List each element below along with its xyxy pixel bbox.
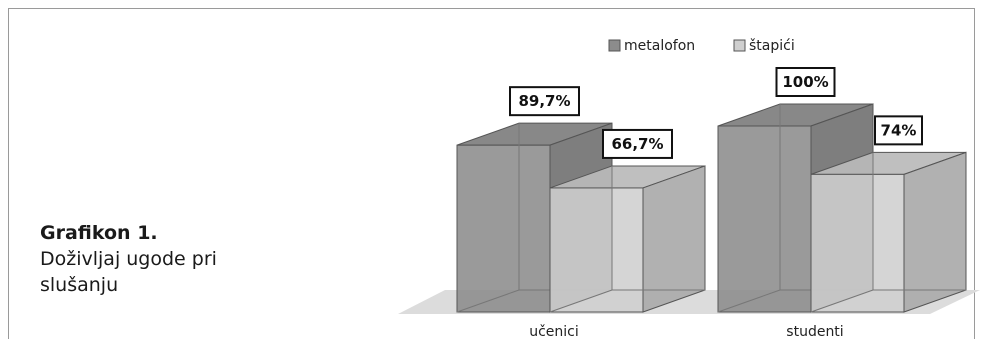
bar-štapići-studenti	[810, 173, 905, 313]
data-label-box	[509, 86, 580, 117]
legend-swatch-štapići	[733, 39, 746, 52]
data-label: 100%	[782, 73, 828, 91]
bar-depth-edge	[810, 289, 874, 313]
caption-number: Grafikon 1.	[40, 222, 158, 244]
legend-label: metalofon	[624, 38, 695, 54]
bar-side-face	[903, 151, 967, 313]
bar-metalofon-učenici	[456, 144, 551, 313]
data-label: 66,7%	[611, 135, 663, 153]
legend-swatch-metalofon	[608, 39, 621, 52]
caption-text-line1: Doživljaj ugode pri	[40, 248, 217, 270]
bar-depth-edge	[717, 289, 781, 313]
data-label-box	[874, 115, 923, 146]
x-tick-label: studenti	[786, 324, 843, 340]
caption-text-line2: slušanju	[40, 274, 119, 296]
bar-depth-edge	[456, 289, 520, 313]
data-label-box	[775, 67, 836, 97]
figure-caption: Grafikon 1. Doživljaj ugode pri slušanju	[40, 220, 300, 298]
x-tick-label: učenici	[529, 324, 579, 340]
bar-metalofon-studenti	[717, 125, 812, 313]
data-label: 89,7%	[518, 92, 570, 110]
data-label: 74%	[881, 121, 917, 139]
data-label-box	[602, 128, 673, 159]
bar-depth-edge	[549, 289, 613, 313]
legend-label: štapići	[749, 38, 795, 54]
bar-štapići-učenici	[549, 187, 644, 313]
figure-frame	[8, 8, 975, 339]
